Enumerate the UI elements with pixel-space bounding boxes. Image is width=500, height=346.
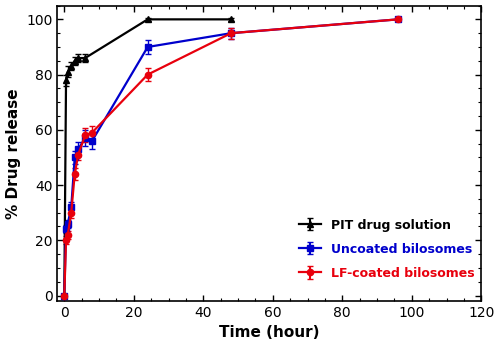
Legend: PIT drug solution, Uncoated bilosomes, LF-coated bilosomes: PIT drug solution, Uncoated bilosomes, L… [299,219,475,280]
Y-axis label: % Drug release: % Drug release [6,88,20,219]
X-axis label: Time (hour): Time (hour) [219,326,320,340]
